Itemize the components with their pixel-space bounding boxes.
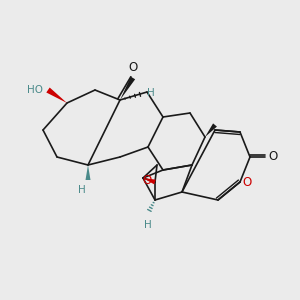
Text: H: H xyxy=(147,88,155,98)
Text: O: O xyxy=(242,176,251,188)
Text: O: O xyxy=(143,175,152,188)
Polygon shape xyxy=(46,88,67,103)
Polygon shape xyxy=(120,77,135,100)
Text: O: O xyxy=(268,151,277,164)
Polygon shape xyxy=(205,123,217,137)
Polygon shape xyxy=(143,178,156,184)
Polygon shape xyxy=(85,165,91,180)
Text: O: O xyxy=(128,61,138,74)
Text: HO: HO xyxy=(27,85,43,95)
Text: H: H xyxy=(144,220,152,230)
Text: H: H xyxy=(78,185,86,195)
